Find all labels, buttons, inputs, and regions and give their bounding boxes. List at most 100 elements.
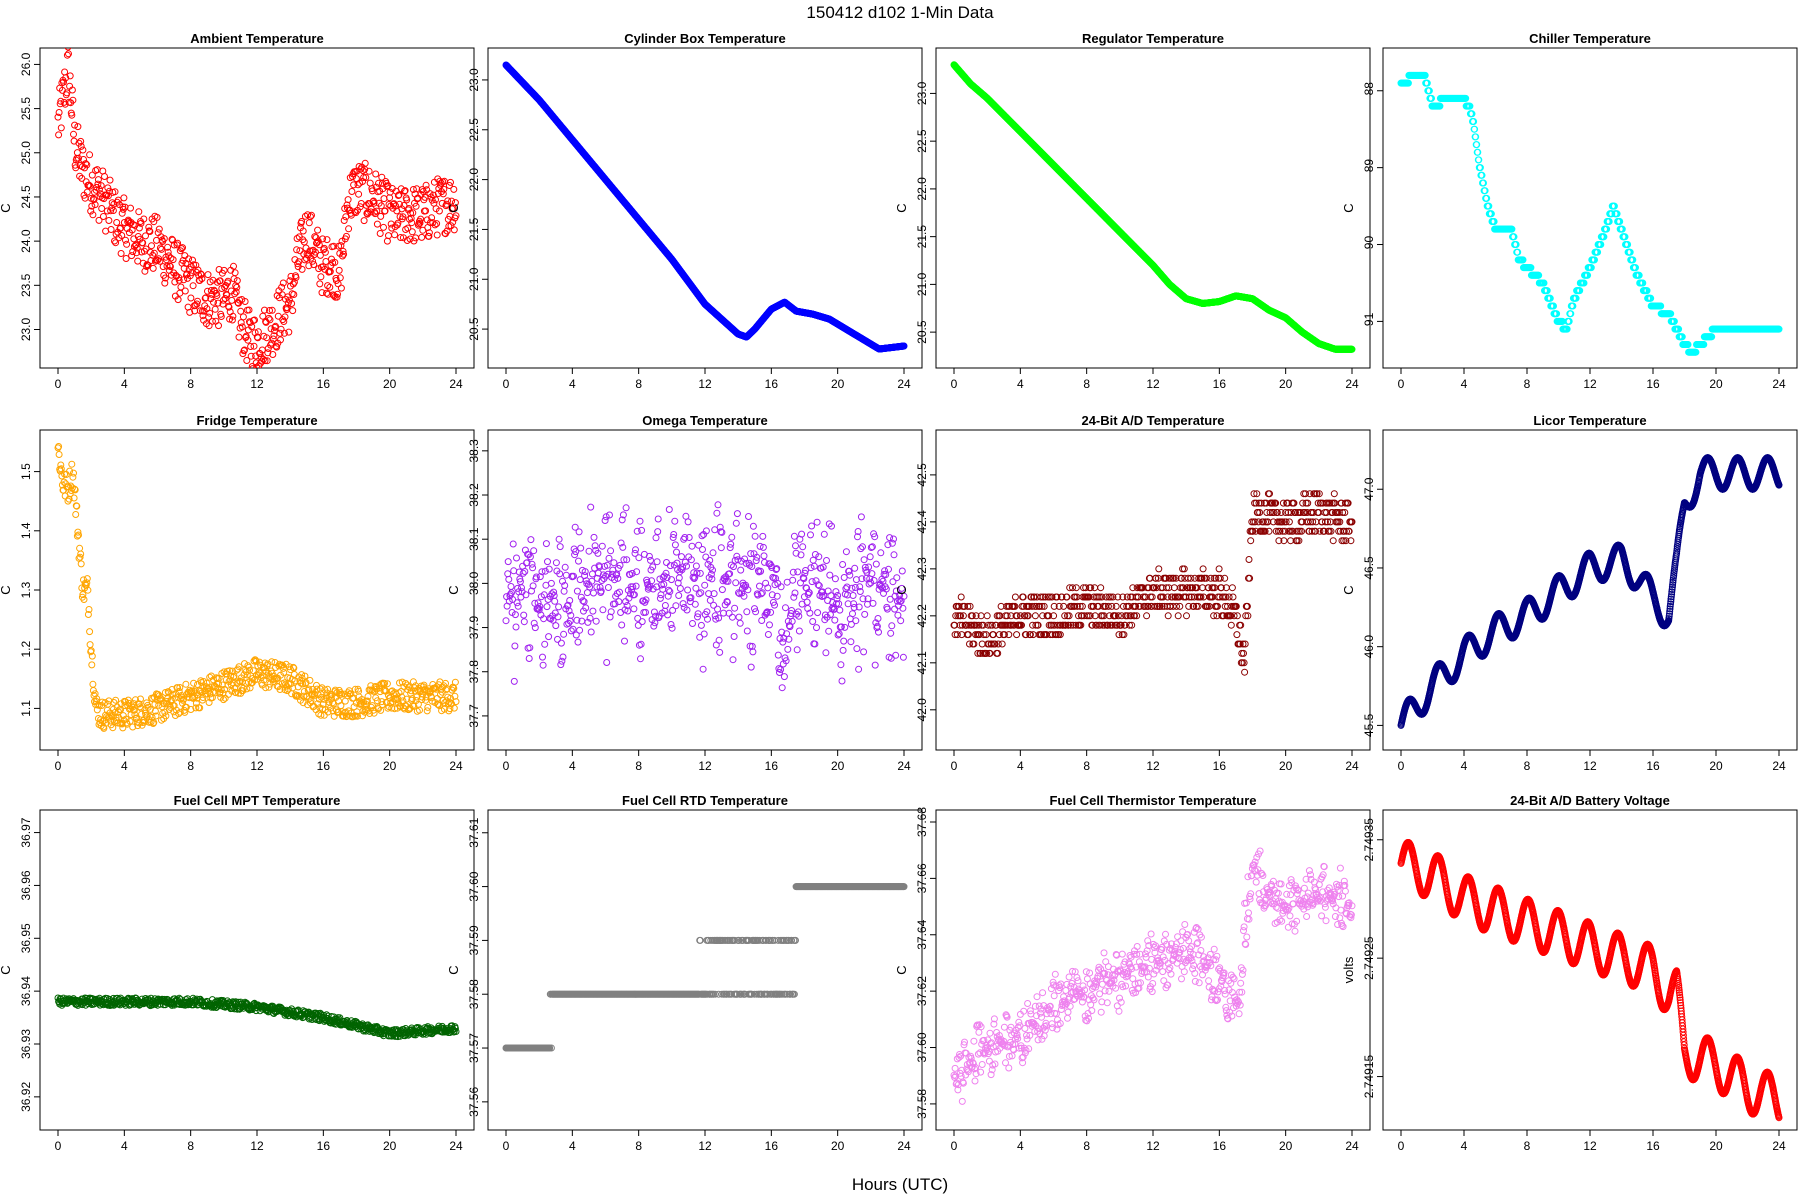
data-point xyxy=(1462,94,1470,102)
data-point xyxy=(96,185,103,193)
data-point xyxy=(119,203,127,211)
data-point xyxy=(133,249,141,257)
data-point xyxy=(265,314,273,322)
data-point xyxy=(1553,310,1561,318)
data-point xyxy=(306,213,314,221)
data-point xyxy=(248,323,256,331)
data-point xyxy=(324,685,332,693)
data-point xyxy=(316,280,324,288)
data-point xyxy=(76,544,84,552)
data-point xyxy=(425,229,433,237)
data-point xyxy=(1635,271,1643,279)
data-point xyxy=(244,326,252,334)
data-point xyxy=(295,692,303,700)
data-point xyxy=(95,216,103,224)
y-tick-label: -91 xyxy=(1362,312,1376,330)
data-point xyxy=(86,641,94,649)
data-point xyxy=(253,675,261,683)
data-point xyxy=(334,708,342,716)
y-tick-label: 20.5 xyxy=(467,317,481,341)
data-point xyxy=(265,683,273,691)
data-point xyxy=(239,313,247,321)
data-point xyxy=(264,660,272,668)
data-point xyxy=(370,199,378,207)
data-point xyxy=(263,357,271,365)
data-point xyxy=(124,696,132,704)
data-point xyxy=(92,186,100,194)
data-point xyxy=(1483,194,1491,202)
y-tick-label: -88 xyxy=(1362,82,1376,100)
data-point xyxy=(247,352,255,360)
data-point xyxy=(235,663,243,671)
x-tick-label: 8 xyxy=(1524,377,1531,391)
data-point xyxy=(394,192,402,199)
y-tick-label: 23.0 xyxy=(19,317,33,341)
data-point xyxy=(341,205,349,212)
data-point xyxy=(451,199,459,207)
panel-title: Ambient Temperature xyxy=(190,31,323,46)
data-point xyxy=(63,89,71,97)
data-point xyxy=(1587,264,1595,272)
data-point xyxy=(176,708,184,716)
data-point xyxy=(401,187,408,195)
data-point xyxy=(146,228,154,235)
data-point xyxy=(230,672,238,680)
data-point xyxy=(340,250,348,258)
data-point xyxy=(190,679,198,687)
data-point xyxy=(156,244,164,252)
data-point xyxy=(315,241,323,249)
data-point xyxy=(120,194,128,202)
y-tick-label: 24.5 xyxy=(19,185,33,209)
data-point xyxy=(404,224,412,232)
data-point xyxy=(76,553,84,561)
data-point xyxy=(211,305,219,313)
data-point xyxy=(290,291,298,298)
data-point xyxy=(1478,171,1486,179)
data-point xyxy=(394,219,402,227)
x-tick-label: 8 xyxy=(635,377,642,391)
data-point xyxy=(151,707,159,715)
data-point xyxy=(98,205,106,212)
x-tick-label: 8 xyxy=(1083,377,1090,391)
data-point xyxy=(205,322,213,330)
data-point xyxy=(182,680,190,688)
data-point xyxy=(123,225,131,232)
data-point xyxy=(64,48,72,51)
data-point xyxy=(1468,110,1476,118)
data-point xyxy=(118,209,126,217)
data-point xyxy=(90,196,98,204)
data-point xyxy=(397,234,405,241)
data-point xyxy=(221,295,229,302)
data-point xyxy=(379,185,387,193)
data-point xyxy=(199,696,206,704)
data-point xyxy=(1476,164,1484,172)
data-point xyxy=(329,291,337,299)
data-point xyxy=(335,266,343,274)
data-point xyxy=(228,296,236,304)
data-point xyxy=(310,261,318,269)
data-point xyxy=(170,241,178,249)
series-points xyxy=(950,61,1356,353)
data-point xyxy=(295,258,303,266)
data-point xyxy=(392,202,400,210)
data-point xyxy=(177,283,185,291)
data-point xyxy=(149,251,157,259)
data-point xyxy=(1643,287,1651,295)
data-point xyxy=(225,303,233,311)
data-point xyxy=(228,316,236,324)
data-point xyxy=(205,699,213,706)
data-point xyxy=(323,289,330,297)
x-tick-label: 8 xyxy=(187,377,194,391)
series-points xyxy=(54,443,460,732)
data-point xyxy=(352,175,360,183)
data-point xyxy=(75,531,82,539)
data-point xyxy=(102,719,110,727)
data-point xyxy=(68,111,76,119)
data-point xyxy=(135,224,143,232)
data-point xyxy=(75,154,82,162)
data-point xyxy=(408,228,416,236)
data-point xyxy=(377,202,385,210)
data-point xyxy=(1605,218,1613,225)
data-point xyxy=(277,336,284,344)
